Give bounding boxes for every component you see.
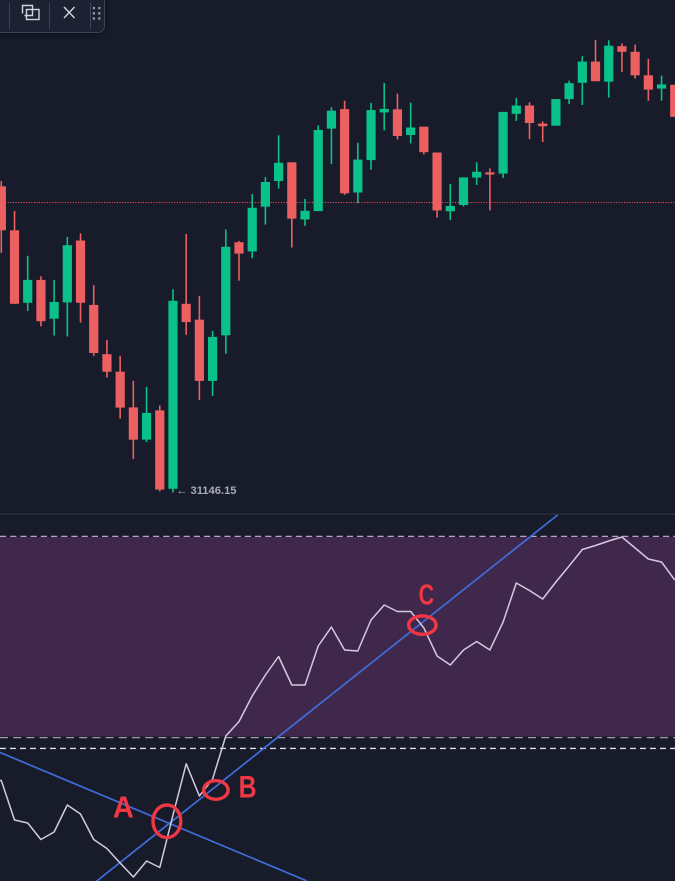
svg-text:C: C	[419, 580, 434, 612]
svg-text:← 31146.15: ← 31146.15	[176, 485, 236, 497]
svg-text:A: A	[113, 791, 134, 825]
svg-text:B: B	[239, 770, 257, 806]
